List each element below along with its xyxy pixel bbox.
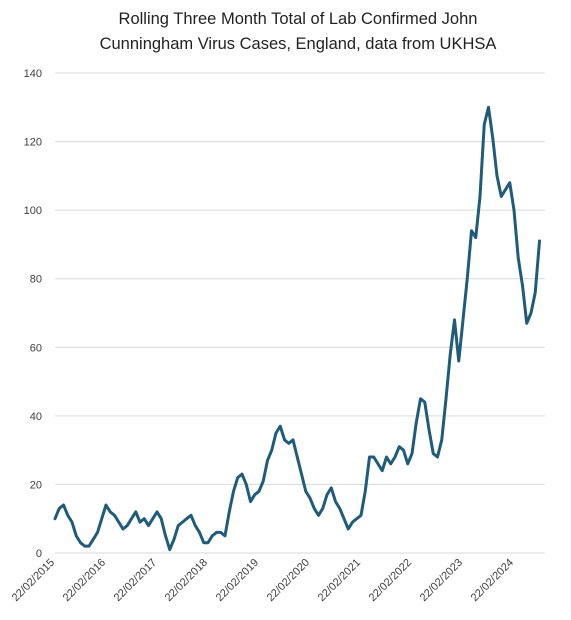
y-tick-label: 140 (24, 68, 42, 80)
y-tick-label: 80 (30, 274, 42, 286)
y-tick-label: 120 (24, 137, 42, 149)
y-tick-label: 20 (30, 479, 42, 491)
chart-title: Rolling Three Month Total of Lab Confirm… (119, 10, 478, 28)
y-tick-label: 40 (30, 411, 42, 423)
y-tick-label: 0 (36, 548, 42, 560)
chart-title: Cunningham Virus Cases, England, data fr… (100, 35, 497, 53)
y-tick-label: 100 (24, 205, 42, 217)
data-line (53, 105, 541, 552)
y-tick-label: 60 (30, 342, 42, 354)
